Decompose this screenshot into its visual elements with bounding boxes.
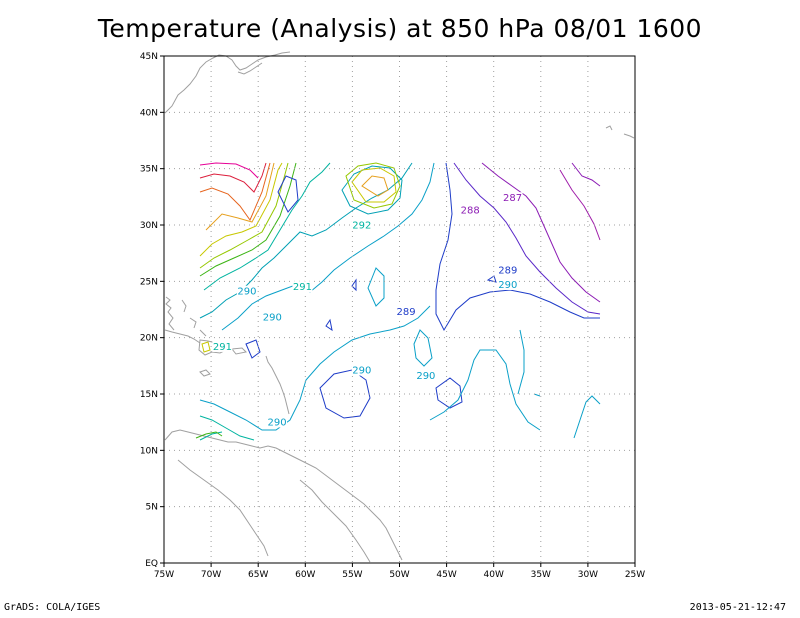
contour-small-1 bbox=[325, 275, 497, 332]
contour-291-west bbox=[199, 162, 413, 319]
lon-tick-label: 40W bbox=[484, 570, 504, 580]
contour-label-bg bbox=[497, 264, 518, 276]
contour-label: 287 bbox=[503, 193, 522, 204]
contour-eddy-1 bbox=[413, 329, 433, 367]
contour-287-ne bbox=[571, 162, 601, 187]
contour-green-patch bbox=[195, 431, 223, 439]
contour-label: 290 bbox=[352, 366, 371, 377]
contour-label: 290 bbox=[498, 280, 517, 291]
lat-tick-label: 25N bbox=[140, 277, 158, 287]
lat-tick-label: 5N bbox=[146, 503, 158, 513]
grid-lines bbox=[164, 56, 635, 563]
contour-warm-e bbox=[199, 162, 283, 257]
coast-venezuela-interior bbox=[177, 459, 269, 557]
lat-tick-label: 40N bbox=[140, 108, 158, 118]
contour-288-east bbox=[453, 162, 601, 315]
lon-tick-label: 25W bbox=[625, 570, 645, 580]
contour-label: 291 bbox=[213, 342, 232, 353]
contour-label-bg bbox=[292, 281, 313, 293]
contour-label: 290 bbox=[263, 313, 282, 324]
lat-tick-label: 15N bbox=[140, 390, 158, 400]
lat-tick-label: 35N bbox=[140, 165, 158, 175]
contour-cold-core-2 bbox=[435, 377, 463, 409]
coast-guiana-interior bbox=[299, 479, 371, 563]
contour-label-bg bbox=[351, 219, 372, 231]
coast-north-america bbox=[164, 51, 291, 114]
contour-warm-b bbox=[199, 162, 267, 193]
contour-label: 288 bbox=[461, 206, 480, 217]
footer-credit: GrADS: COLA/IGES bbox=[4, 602, 101, 613]
contour-cold-core-1 bbox=[319, 369, 371, 419]
lat-tick-label: EQ bbox=[145, 559, 158, 569]
lon-tick-label: 65W bbox=[248, 570, 268, 580]
lon-tick-label: 30W bbox=[578, 570, 598, 580]
coast-bermuda-region bbox=[605, 125, 635, 139]
contour-label-bg bbox=[236, 285, 257, 297]
contour-label-bg bbox=[502, 192, 523, 204]
contour-label: 290 bbox=[237, 287, 256, 298]
contour-287-east bbox=[481, 162, 601, 303]
contour-label: 289 bbox=[397, 307, 416, 318]
contour-292-west bbox=[203, 162, 331, 291]
contour-cold-ring-1 bbox=[277, 175, 299, 213]
contour-warm-d bbox=[205, 162, 275, 231]
contour-south-2 bbox=[199, 415, 255, 441]
contour-286-ne bbox=[559, 169, 601, 241]
lat-tick-label: 20N bbox=[140, 334, 158, 344]
contour-warm-a bbox=[199, 162, 259, 179]
contour-south-4 bbox=[573, 395, 601, 439]
lon-tick-label: 70W bbox=[201, 570, 221, 580]
lon-tick-label: 55W bbox=[342, 570, 362, 580]
contour-label-bg bbox=[212, 340, 233, 352]
coast-lesser-antilles bbox=[265, 355, 290, 415]
footer-timestamp: 2013-05-21-12:47 bbox=[689, 602, 786, 613]
contour-south-5 bbox=[517, 329, 541, 397]
contour-yellow-patch bbox=[201, 341, 211, 353]
coast-bahamas bbox=[181, 299, 207, 337]
contour-warm-g bbox=[199, 162, 297, 277]
contour-label: 289 bbox=[498, 265, 517, 276]
contour-label: 291 bbox=[293, 282, 312, 293]
lat-tick-label: 30N bbox=[140, 221, 158, 231]
contour-eddy-2 bbox=[367, 267, 385, 307]
lon-tick-label: 45W bbox=[436, 570, 456, 580]
contour-south-1 bbox=[199, 305, 431, 431]
contour-290-main bbox=[221, 162, 435, 331]
lat-tick-label: 10N bbox=[140, 446, 158, 456]
contour-south-3 bbox=[429, 349, 541, 431]
lon-tick-label: 50W bbox=[389, 570, 409, 580]
coast-south-america bbox=[164, 429, 403, 561]
contour-warm-ring-3 bbox=[361, 175, 389, 197]
contour-eddy-3 bbox=[245, 339, 261, 359]
contour-289-east bbox=[435, 162, 600, 332]
contour-label-bg bbox=[396, 306, 417, 318]
lon-tick-label: 60W bbox=[295, 570, 315, 580]
contour-warm-f bbox=[199, 162, 289, 269]
contour-label-bg bbox=[460, 204, 481, 216]
contour-warm-ring-1 bbox=[351, 167, 397, 203]
coast-jamaica bbox=[199, 369, 211, 377]
coast-nova-scotia bbox=[237, 62, 263, 75]
lon-tick-label: 35W bbox=[531, 570, 551, 580]
contour-label-bg bbox=[415, 370, 436, 382]
contour-warm-c bbox=[199, 162, 271, 222]
contour-label-bg bbox=[267, 416, 288, 428]
lat-tick-label: 45N bbox=[140, 52, 158, 62]
contour-label: 290 bbox=[416, 371, 435, 382]
temperature-contours bbox=[195, 162, 601, 441]
contour-label-bg bbox=[262, 311, 283, 323]
coast-cuba bbox=[164, 329, 201, 344]
contour-label: 290 bbox=[267, 417, 286, 428]
map-title: Temperature (Analysis) at 850 hPa 08/01 … bbox=[97, 14, 703, 43]
coast-florida-keys bbox=[165, 296, 175, 331]
contour-label-bg bbox=[351, 364, 372, 376]
contour-labels: 287 288 292 291 290 290 289 289 290 291 290 290 290 bbox=[212, 192, 523, 428]
contour-label: 292 bbox=[352, 220, 371, 231]
lon-tick-label: 75W bbox=[154, 570, 174, 580]
contour-label-bg bbox=[497, 278, 518, 290]
coast-puerto-rico bbox=[231, 347, 248, 355]
